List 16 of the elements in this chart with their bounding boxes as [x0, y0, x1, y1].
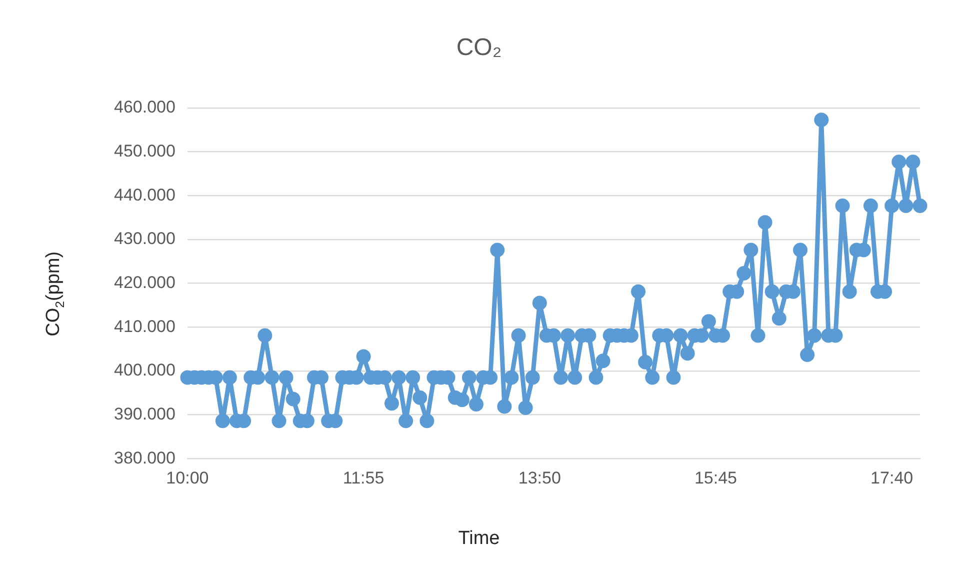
y-tick-label: 390.000 [114, 404, 176, 424]
x-tick-label: 17:40 [870, 468, 914, 488]
x-tick-label: 13:50 [518, 468, 561, 488]
y-tick-label: 440.000 [114, 185, 176, 204]
y-tick-label: 430.000 [114, 229, 176, 248]
y-tick-label: 400.000 [114, 360, 176, 380]
x-tick-label: 10:00 [166, 468, 209, 488]
x-tick-label: 11:55 [342, 468, 384, 488]
y-tick-label: 380.000 [114, 448, 176, 468]
x-axis-title: Time [457, 528, 501, 550]
x-tick-label: 15:45 [694, 468, 738, 488]
y-tick-label: 420.000 [114, 272, 176, 292]
chart-title: CO₂ [455, 34, 503, 62]
y-tick-label: 410.000 [114, 316, 176, 336]
y-tick-label: 460.000 [114, 98, 176, 117]
y-tick-label: 450.000 [114, 142, 176, 161]
